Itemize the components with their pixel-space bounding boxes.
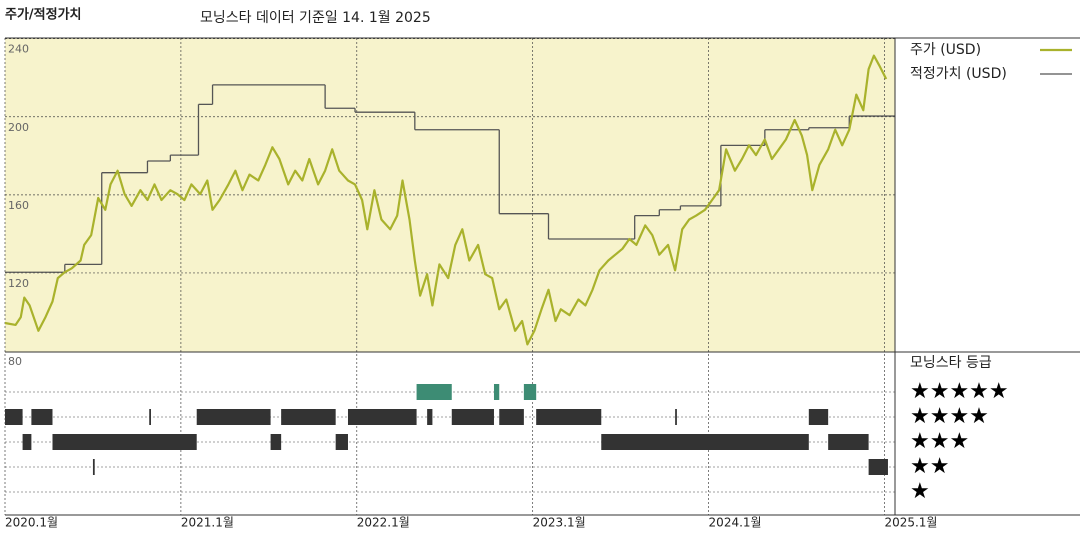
- rating-segment: [281, 409, 336, 425]
- rating-segment: [196, 409, 271, 425]
- legend-label: 주가 (USD): [910, 42, 981, 58]
- x-tick-label: 2020.1월: [5, 516, 58, 530]
- y-tick-label: 160: [8, 199, 29, 212]
- rating-title: 모닝스타 등급: [910, 355, 992, 371]
- y-tick-label: 240: [8, 43, 29, 56]
- rating-label: ★: [910, 479, 930, 504]
- rating-label: ★★★★: [910, 404, 989, 429]
- rating-segment: [601, 434, 809, 450]
- chart-subtitle: 모닝스타 데이터 기준일 14. 1월 2025: [200, 10, 431, 26]
- legend-label: 적정가치 (USD): [910, 66, 1007, 82]
- rating-segment: [92, 459, 95, 475]
- rating-segment: [149, 409, 151, 425]
- rating-segment: [451, 409, 494, 425]
- rating-segment: [536, 409, 602, 425]
- x-tick-label: 2022.1월: [357, 516, 410, 530]
- rating-segment: [270, 434, 282, 450]
- x-tick-label: 2024.1월: [709, 516, 762, 530]
- rating-segment: [493, 384, 500, 400]
- labels: 80 120 160 200 240 2020.1월 2021.1월 2022.1월 2023.…: [5, 42, 1072, 530]
- rating-segment: [52, 434, 197, 450]
- rating-segment: [499, 409, 524, 425]
- x-tick-label: 2023.1월: [533, 516, 586, 530]
- y-tick-label: 80: [8, 355, 22, 368]
- y-tick-label: 120: [8, 277, 29, 290]
- rating-label: ★★: [910, 454, 949, 479]
- rating-segment: [427, 409, 433, 425]
- rating-segment: [808, 409, 829, 425]
- price-line: [4, 54, 888, 346]
- rating-segment: [416, 384, 452, 400]
- rating-segment: [523, 384, 537, 400]
- marks: [4, 54, 895, 475]
- rating-label: ★★★★★: [910, 379, 1009, 404]
- rating-segment: [5, 409, 23, 425]
- rating-segment: [828, 434, 869, 450]
- rating-segment: [22, 434, 32, 450]
- x-tick-label: 2025.1월: [884, 516, 937, 530]
- rating-segment: [675, 409, 677, 425]
- rating-segment: [31, 409, 53, 425]
- x-tick-label: 2021.1월: [181, 516, 234, 530]
- chart-title: 주가/적정가치: [5, 7, 82, 23]
- rating-segment: [868, 459, 888, 475]
- rating-segment: [335, 434, 348, 450]
- rating-label: ★★★: [910, 429, 969, 454]
- rating-segment: [347, 409, 417, 425]
- y-tick-label: 200: [8, 121, 29, 134]
